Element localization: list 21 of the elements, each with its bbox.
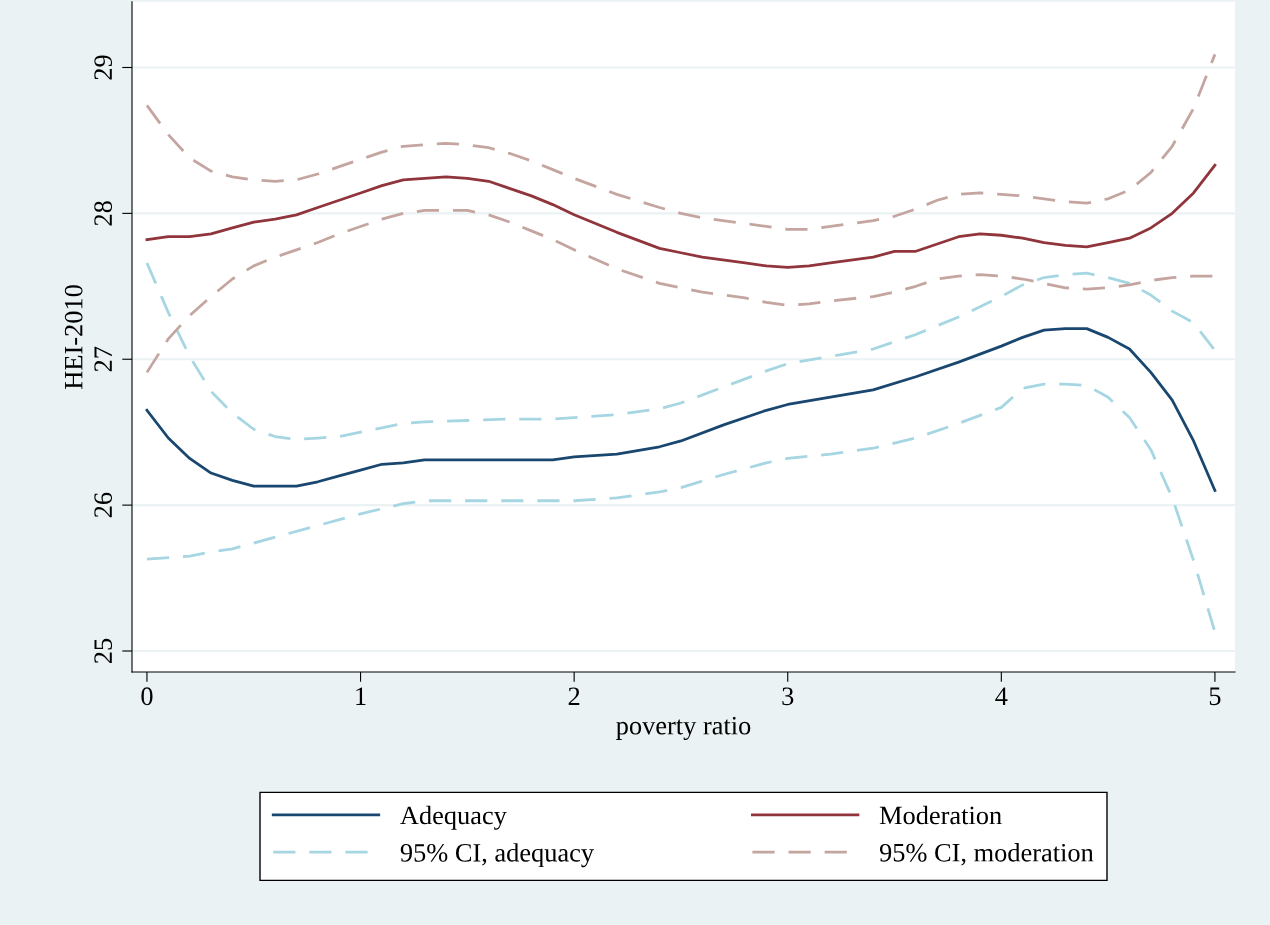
- y-tick-label: 28: [94, 201, 113, 226]
- line-series: [145, 52, 1217, 231]
- y-tick-label: 27: [94, 346, 112, 372]
- x-tick-label: 4: [995, 687, 1008, 705]
- line-series: [145, 163, 1217, 269]
- legend-label: Moderation: [879, 805, 1002, 825]
- y-axis-title: HEI-2010: [64, 285, 83, 389]
- y-tick-label: 26: [94, 492, 113, 518]
- legend-label: Adequacy: [400, 805, 507, 830]
- line-series: [145, 261, 1217, 441]
- y-tick-label: 29: [94, 55, 113, 80]
- x-tick-label: 2: [568, 687, 580, 705]
- x-tick-label: 0: [141, 687, 153, 706]
- y-tick-label: 25: [94, 638, 113, 664]
- line-series: [145, 327, 1217, 492]
- x-tick-label: 3: [782, 687, 794, 706]
- x-tick-label: 1: [356, 687, 366, 705]
- x-tick-label: 5: [1209, 687, 1221, 706]
- legend-label: 95% CI, adequacy: [400, 843, 594, 868]
- x-axis-title: poverty ratio: [616, 716, 751, 740]
- legend-label: 95% CI, moderation: [879, 843, 1094, 866]
